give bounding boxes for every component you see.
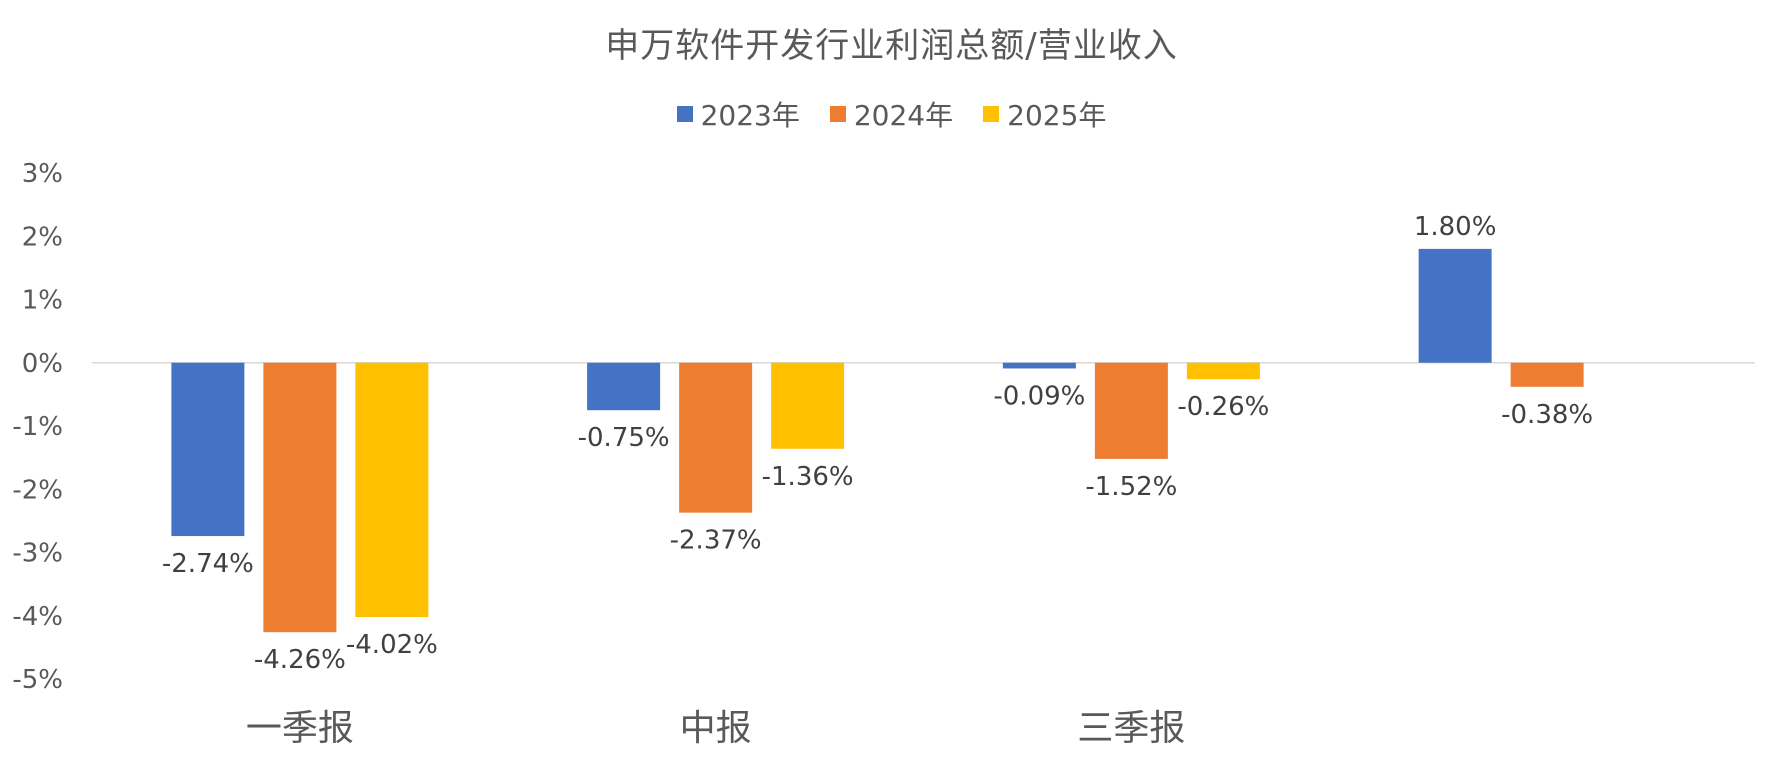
legend: 2023年 2024年 2025年 <box>0 94 1783 134</box>
data-label: -1.36% <box>762 462 854 492</box>
data-label: -4.26% <box>254 645 346 675</box>
y-tick-label: -3% <box>12 539 63 569</box>
y-tick-label: 3% <box>22 159 63 189</box>
bar <box>587 362 661 411</box>
chart-title: 申万软件开发行业利润总额/营业收入 <box>605 26 1178 66</box>
bar <box>171 362 245 537</box>
legend-swatch-series-2 <box>983 106 1000 122</box>
data-label: -2.74% <box>162 549 254 579</box>
x-category-label: 一季报 <box>246 708 354 749</box>
legend-swatch-series-0 <box>676 106 693 122</box>
y-tick-label: -5% <box>12 665 63 695</box>
data-label: 1.80% <box>1414 212 1497 242</box>
x-category-label: 三季报 <box>1077 708 1185 749</box>
data-label: -4.02% <box>346 630 438 660</box>
bar <box>679 362 753 513</box>
bar <box>1094 362 1168 459</box>
legend-label-series-1: 2024年 <box>853 99 954 132</box>
data-label: -0.26% <box>1177 392 1269 422</box>
y-tick-label: -2% <box>12 475 63 505</box>
data-label: -2.37% <box>670 526 762 556</box>
legend-item-series-2: 2025年 <box>983 94 1106 134</box>
legend-swatch-series-1 <box>829 106 846 122</box>
legend-label-series-0: 2023年 <box>700 99 800 132</box>
y-tick-label: 1% <box>22 286 63 316</box>
y-tick-label: 2% <box>22 222 63 252</box>
y-tick-label: -4% <box>12 602 63 632</box>
legend-label-series-2: 2025年 <box>1007 99 1107 132</box>
y-tick-label: -1% <box>12 412 63 442</box>
bar <box>355 362 429 618</box>
bar <box>263 362 337 633</box>
bar <box>1186 362 1260 380</box>
data-label: -0.09% <box>993 381 1085 411</box>
y-tick-label: 0% <box>22 349 63 379</box>
data-label: -1.52% <box>1085 472 1177 502</box>
data-label: -0.75% <box>578 423 670 453</box>
bar <box>771 362 845 449</box>
bar <box>1002 362 1076 369</box>
data-label: -0.38% <box>1501 400 1593 430</box>
legend-item-series-0: 2023年 <box>676 94 800 134</box>
bar <box>1510 362 1584 387</box>
legend-item-series-1: 2024年 <box>829 94 954 134</box>
bar <box>1418 248 1492 363</box>
x-category-label: 中报 <box>680 708 752 749</box>
